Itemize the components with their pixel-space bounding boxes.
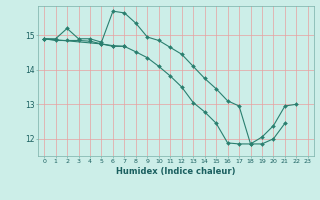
- X-axis label: Humidex (Indice chaleur): Humidex (Indice chaleur): [116, 167, 236, 176]
